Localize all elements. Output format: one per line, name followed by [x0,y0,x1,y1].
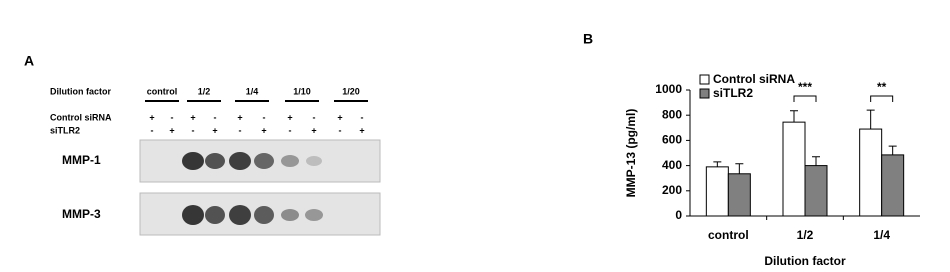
sign: + [261,125,266,135]
band [281,209,299,221]
row-label: Control siRNA [50,112,112,122]
sign: - [263,112,266,122]
legend-swatch [699,74,710,85]
sign: - [171,112,174,122]
sign: - [289,125,292,135]
x-tick-label: 1/2 [797,228,814,242]
error-bar [866,109,875,130]
significance-bracket [870,95,894,102]
bar [782,121,806,217]
group-underline [235,100,269,102]
band [254,153,274,169]
row-header: Dilution factor [50,86,111,96]
sign: - [239,125,242,135]
legend-label: siTLR2 [713,86,753,100]
sign: - [313,112,316,122]
blot-label: MMP-1 [62,153,101,167]
sign: + [311,125,316,135]
band [205,206,225,224]
band [254,206,274,224]
sign: - [192,125,195,135]
x-tick-label: 1/4 [873,228,890,242]
band [229,152,251,170]
sign: - [214,112,217,122]
y-tick-label: 200 [662,183,682,197]
y-tick-label: 400 [662,158,682,172]
group-underline [187,100,221,102]
band [306,156,322,166]
group-label: 1/4 [246,86,259,96]
error-bar [713,161,722,167]
panel-label: A [24,53,34,69]
bands [182,152,323,225]
sign: + [237,112,242,122]
error-bar [888,145,897,155]
bar [881,154,905,217]
panel-label: B [583,31,593,47]
sign: - [361,112,364,122]
sign: + [287,112,292,122]
sign: + [169,125,174,135]
sign: - [339,125,342,135]
significance-label: *** [798,80,812,94]
significance-label: ** [877,80,887,94]
group-label: 1/20 [342,86,360,96]
bar [727,173,751,217]
sign: + [149,112,154,122]
sign: - [151,125,154,135]
group-label: 1/10 [293,86,311,96]
band [182,205,204,225]
group-label: 1/2 [198,86,211,96]
group-underline [334,100,368,102]
error-bar [735,163,744,174]
band [281,155,299,167]
legend-swatch [699,88,710,99]
band [205,153,225,169]
y-axis-label: MMP-13 (pg/ml) [624,109,638,198]
bar [705,166,729,217]
sign: + [359,125,364,135]
error-bar [790,110,798,123]
group-underline [285,100,319,102]
sign: + [337,112,342,122]
group-label: control [147,86,178,96]
y-tick-label: 600 [662,133,682,147]
band [229,205,251,225]
sign: + [190,112,195,122]
band [182,152,204,170]
sign: + [212,125,217,135]
significance-bracket [793,95,817,102]
y-tick-label: 800 [662,107,682,121]
y-tick-label: 1000 [655,82,682,96]
x-tick-label: control [708,228,749,242]
row-label: siTLR2 [50,125,80,135]
bar [804,165,828,217]
x-axis-label: Dilution factor [764,254,846,268]
group-underline [145,100,179,102]
blots [139,139,381,236]
blot-label: MMP-3 [62,207,101,221]
y-tick-label: 0 [675,208,682,222]
error-bar [812,156,820,166]
legend-label: Control siRNA [713,72,795,86]
bar [859,128,883,217]
band [305,209,323,221]
